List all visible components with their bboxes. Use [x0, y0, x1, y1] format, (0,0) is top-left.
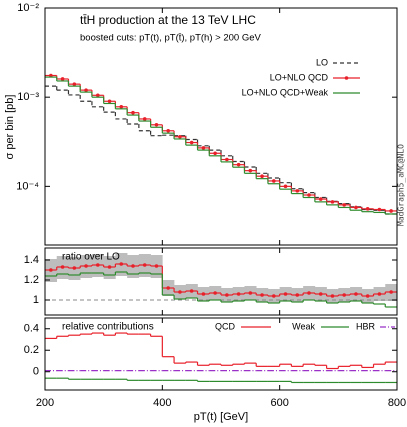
legend-label: LO+NLO QCD [270, 72, 329, 82]
marker [96, 263, 100, 267]
marker [142, 263, 147, 267]
marker [49, 73, 53, 78]
marker [107, 99, 112, 104]
marker [201, 146, 206, 150]
annotation: MadGraph5_aMC@NLO [397, 144, 406, 226]
plot-area [45, 253, 397, 308]
marker [84, 88, 88, 92]
marker [342, 293, 347, 297]
plot-area [45, 332, 397, 384]
marker [330, 294, 335, 298]
panel-label: ratio over LO [62, 252, 120, 263]
marker [72, 266, 77, 270]
marker [283, 292, 288, 296]
x-tick-label: 600 [270, 397, 288, 409]
marker [389, 290, 393, 294]
marker [213, 151, 217, 156]
y-tick-label: 1 [33, 294, 39, 306]
marker [365, 294, 370, 298]
marker [307, 291, 311, 295]
marker [60, 265, 65, 269]
legend-marker [344, 76, 349, 80]
marker [213, 291, 217, 295]
marker [119, 262, 124, 266]
marker [107, 265, 112, 269]
y-tick-label: 1.4 [24, 254, 39, 266]
y-axis-label: σ per bin [pb] [4, 95, 16, 160]
marker [248, 168, 253, 173]
marker [166, 286, 170, 290]
marker [189, 140, 194, 145]
marker [330, 200, 335, 204]
marker [154, 123, 159, 127]
marker [84, 264, 88, 268]
marker [318, 197, 323, 201]
marker [272, 294, 276, 298]
marker [272, 179, 276, 183]
marker [178, 290, 182, 294]
marker [119, 105, 124, 109]
y-tick-label: 0 [33, 366, 39, 378]
plot-frame [44, 317, 398, 391]
legend-label: QCD [215, 321, 236, 331]
chart-title: tt̄H production at the 13 TeV LHC [80, 13, 256, 27]
plot-area [45, 73, 397, 215]
marker [354, 292, 358, 296]
legend-label: LO+NLO QCD+Weak [242, 87, 329, 97]
plot-frame [44, 7, 398, 246]
marker [131, 264, 135, 268]
marker [96, 93, 100, 98]
marker [131, 110, 135, 115]
marker [225, 293, 229, 297]
marker [389, 209, 393, 213]
y-tick-label: 10⁻³ [17, 91, 39, 103]
marker [154, 264, 159, 268]
marker [283, 184, 288, 189]
marker [307, 193, 311, 197]
marker [142, 117, 147, 121]
marker [295, 189, 300, 193]
marker [260, 174, 264, 178]
plot-frame [44, 247, 398, 316]
marker [201, 292, 206, 296]
y-tick-label: 1.2 [24, 274, 39, 286]
marker [189, 289, 194, 293]
marker [248, 291, 253, 295]
marker [60, 77, 65, 81]
marker [365, 207, 370, 211]
legend-label: LO [316, 57, 328, 67]
x-tick-label: 800 [388, 397, 406, 409]
y-tick-label: 0.2 [24, 344, 39, 356]
marker [236, 292, 241, 296]
marker [318, 292, 323, 296]
marker [354, 205, 358, 210]
chart-subtitle: boosted cuts: pT(t), pT(t̄), pT(h) > 200… [80, 33, 261, 44]
marker [236, 162, 241, 167]
marker [377, 207, 382, 212]
marker [166, 128, 170, 133]
y-tick-label: 10⁻² [17, 2, 39, 14]
x-tick-label: 400 [153, 397, 171, 409]
legend-label: HBR [356, 321, 376, 331]
marker [49, 268, 53, 272]
marker [295, 293, 300, 297]
marker [342, 203, 347, 207]
y-tick-label: 0.4 [24, 323, 39, 335]
marker [225, 157, 229, 162]
x-tick-label: 200 [36, 397, 54, 409]
x-axis-label: pT(t) [GeV] [194, 411, 248, 423]
marker [260, 293, 264, 297]
panel-label: relative contributions [62, 322, 154, 333]
marker [377, 292, 382, 296]
legend-label: Weak [292, 321, 315, 331]
marker [72, 82, 77, 86]
marker [178, 134, 182, 139]
y-tick-label: 10⁻⁴ [16, 180, 39, 192]
